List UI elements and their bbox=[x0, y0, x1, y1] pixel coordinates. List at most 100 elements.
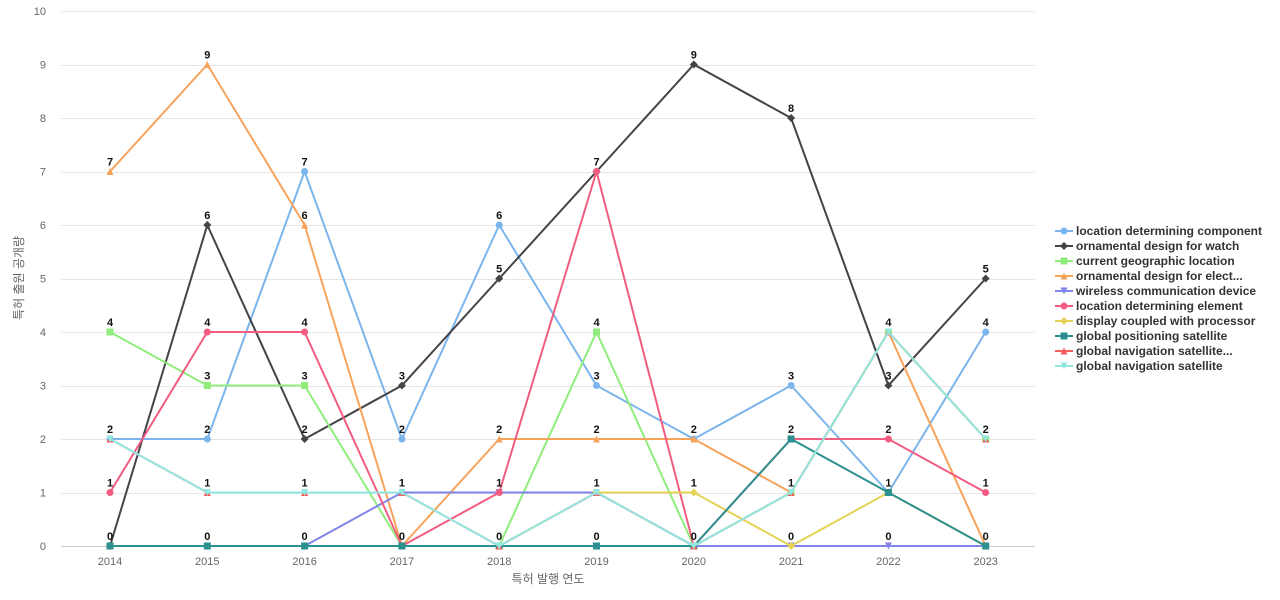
data-point[interactable] bbox=[301, 328, 309, 336]
data-point[interactable] bbox=[203, 435, 211, 443]
series-lines bbox=[106, 60, 990, 550]
data-point[interactable] bbox=[593, 382, 600, 389]
legend-label: location determining component bbox=[1076, 223, 1263, 238]
data-point[interactable] bbox=[301, 382, 309, 389]
data-point[interactable] bbox=[689, 488, 698, 497]
data-point[interactable] bbox=[593, 489, 600, 496]
x-axis-title: 특허 발행 연도 bbox=[512, 571, 585, 586]
data-label: 0 bbox=[788, 531, 794, 543]
data-point[interactable] bbox=[203, 221, 212, 229]
data-point[interactable] bbox=[398, 489, 406, 496]
data-point[interactable] bbox=[301, 221, 309, 229]
data-label: 1 bbox=[983, 478, 989, 490]
data-label: 2 bbox=[593, 424, 599, 436]
data-point[interactable] bbox=[203, 61, 211, 68]
data-label: 2 bbox=[302, 424, 308, 436]
data-point[interactable] bbox=[301, 489, 309, 496]
data-point[interactable] bbox=[593, 435, 600, 443]
legend-swatch bbox=[1055, 241, 1073, 250]
legend-swatch bbox=[1055, 272, 1073, 279]
data-label: 5 bbox=[983, 264, 989, 276]
data-label: 2 bbox=[107, 424, 113, 436]
data-label: 1 bbox=[691, 478, 697, 490]
data-label: 1 bbox=[302, 478, 308, 490]
data-point[interactable] bbox=[982, 435, 990, 443]
data-point[interactable] bbox=[981, 274, 990, 283]
data-point[interactable] bbox=[203, 382, 211, 389]
data-point[interactable] bbox=[203, 542, 211, 550]
data-label: 2 bbox=[691, 424, 697, 436]
data-point[interactable] bbox=[106, 542, 114, 550]
y-tick-label: 8 bbox=[40, 113, 46, 125]
data-point[interactable] bbox=[301, 168, 309, 175]
data-point[interactable] bbox=[787, 542, 796, 550]
data-point[interactable] bbox=[495, 221, 503, 229]
data-point[interactable] bbox=[495, 489, 503, 496]
data-point[interactable] bbox=[982, 542, 990, 550]
data-point[interactable] bbox=[982, 328, 990, 336]
data-label: 1 bbox=[885, 478, 891, 490]
y-tick-label: 0 bbox=[40, 541, 46, 553]
data-label: 3 bbox=[204, 371, 210, 383]
x-tick-label: 2018 bbox=[487, 556, 511, 568]
data-label: 3 bbox=[399, 371, 405, 383]
data-point[interactable] bbox=[106, 328, 114, 336]
data-label: 4 bbox=[302, 317, 309, 329]
legend-item[interactable]: location determining element bbox=[1055, 298, 1262, 313]
data-label: 2 bbox=[399, 424, 405, 436]
data-point[interactable] bbox=[982, 489, 990, 496]
data-point[interactable] bbox=[203, 489, 211, 496]
legend-item[interactable]: wireless communication device bbox=[1055, 283, 1262, 298]
series-global-positioning-satellite bbox=[106, 435, 990, 550]
legend-item[interactable]: current geographic location bbox=[1055, 253, 1262, 268]
legend-item[interactable]: ornamental design for watch bbox=[1055, 238, 1262, 253]
data-point[interactable] bbox=[593, 542, 600, 550]
data-label: 1 bbox=[204, 478, 210, 490]
legend-item[interactable]: location determining component bbox=[1055, 223, 1262, 238]
data-point[interactable] bbox=[690, 542, 698, 550]
data-point[interactable] bbox=[203, 328, 211, 336]
data-point[interactable] bbox=[884, 435, 892, 443]
y-tick-label: 4 bbox=[40, 327, 46, 339]
x-tick-label: 2023 bbox=[973, 556, 997, 568]
data-point[interactable] bbox=[787, 114, 796, 122]
legend-swatch bbox=[1055, 227, 1073, 234]
legend-item[interactable]: ornamental design for elect... bbox=[1055, 268, 1262, 283]
data-point[interactable] bbox=[787, 382, 795, 389]
data-point[interactable] bbox=[301, 542, 309, 550]
legend-item[interactable]: display coupled with processor bbox=[1055, 313, 1262, 328]
x-tick-label: 2016 bbox=[292, 556, 316, 568]
data-point[interactable] bbox=[106, 489, 114, 496]
legend-swatch bbox=[1055, 287, 1073, 294]
data-point[interactable] bbox=[787, 489, 795, 496]
data-point[interactable] bbox=[106, 168, 114, 175]
data-label: 3 bbox=[885, 371, 891, 383]
data-label: 9 bbox=[691, 50, 697, 62]
data-point[interactable] bbox=[398, 435, 406, 443]
legend-item[interactable]: global navigation satellite... bbox=[1055, 343, 1262, 358]
data-point[interactable] bbox=[884, 542, 892, 550]
data-label: 0 bbox=[204, 531, 210, 543]
data-point[interactable] bbox=[495, 435, 503, 443]
data-point[interactable] bbox=[397, 381, 406, 390]
legend-item[interactable]: global navigation satellite bbox=[1055, 358, 1262, 373]
legend-label: location determining element bbox=[1076, 298, 1243, 313]
data-point[interactable] bbox=[398, 542, 406, 550]
data-point[interactable] bbox=[884, 381, 893, 390]
data-point[interactable] bbox=[884, 489, 892, 496]
x-tick-label: 2015 bbox=[195, 556, 219, 568]
data-label: 0 bbox=[302, 531, 308, 543]
data-label: 0 bbox=[983, 531, 989, 543]
data-point[interactable] bbox=[689, 60, 698, 69]
data-point[interactable] bbox=[495, 542, 503, 550]
data-point[interactable] bbox=[495, 274, 504, 283]
data-point[interactable] bbox=[593, 328, 600, 336]
data-point[interactable] bbox=[690, 435, 698, 443]
data-point[interactable] bbox=[593, 168, 600, 175]
data-point[interactable] bbox=[787, 435, 795, 443]
legend-label: global positioning satellite bbox=[1076, 328, 1228, 343]
data-point[interactable] bbox=[300, 435, 309, 443]
legend-item[interactable]: global positioning satellite bbox=[1055, 328, 1262, 343]
data-point[interactable] bbox=[106, 435, 114, 443]
data-point[interactable] bbox=[884, 328, 892, 336]
